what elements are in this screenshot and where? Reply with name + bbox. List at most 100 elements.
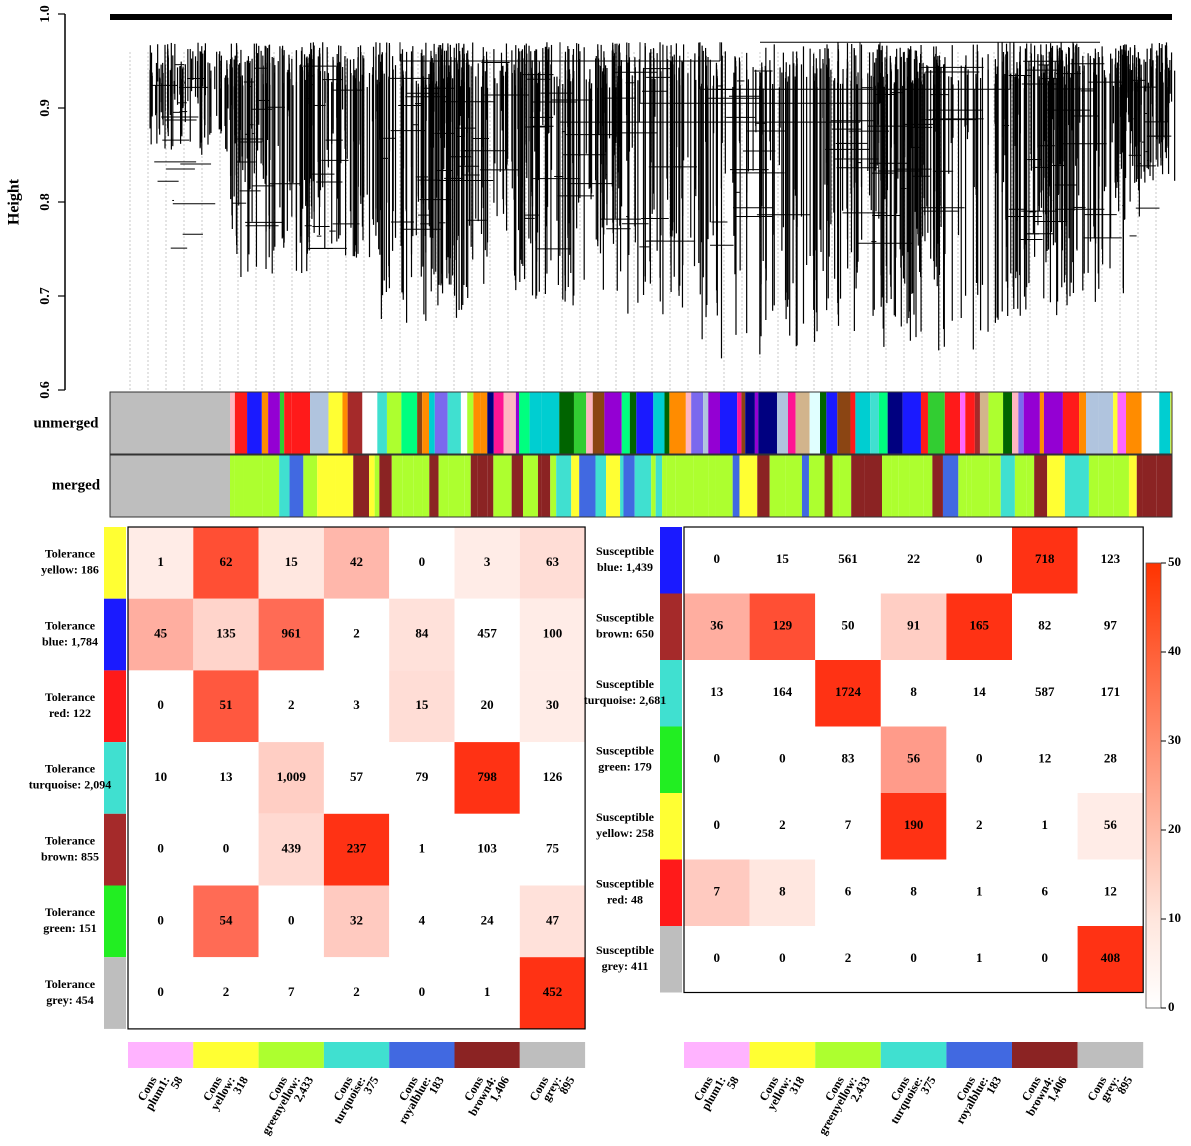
unmerged-bar-segment: [636, 392, 654, 454]
scale-tick-label: 10: [1168, 910, 1181, 925]
left_table-cell: [519, 598, 586, 671]
merged-bar-segment: [606, 455, 621, 517]
merged-bar-segment: [279, 455, 290, 517]
left_table-cell: [389, 742, 455, 814]
unmerged-bar-segment: [708, 392, 720, 454]
merged-bar-segment: [493, 455, 512, 517]
left_table-cell-value: 42: [350, 554, 363, 569]
left_table-cell-value: 3: [353, 697, 360, 712]
y-tick-label: 0.7: [38, 287, 53, 305]
left_table-cell-value: 2: [353, 626, 360, 641]
right-column-label: 895: [1114, 1074, 1135, 1097]
unmerged-bar-segment: [754, 392, 759, 454]
scale-tick-label: 20: [1168, 821, 1181, 836]
right_table-row-color-swatch: [660, 726, 682, 793]
unmerged-bar-segment: [944, 392, 961, 454]
left_table-row-color-swatch: [104, 885, 126, 958]
unmerged-bar-segment: [669, 392, 686, 454]
right_table-row-color-swatch: [660, 660, 682, 727]
left_table-cell: [323, 527, 390, 599]
right_table-cell: [946, 593, 1012, 660]
left_table-row-label-line2: red: 122: [49, 706, 91, 720]
left_table-cell-value: 45: [154, 626, 168, 641]
left-column-swatch: [389, 1042, 455, 1068]
left_table-cell: [519, 670, 586, 743]
left_table-cell-value: 30: [546, 697, 559, 712]
right_table-cell-value: 8: [779, 884, 786, 899]
unmerged-bar-segment: [503, 392, 516, 454]
merged-bar-segment: [448, 455, 465, 517]
merged-bar-segment: [429, 455, 439, 517]
left_table-cell-value: 13: [219, 769, 233, 784]
left_table-cell-value: 51: [219, 697, 232, 712]
merged-bar-segment: [832, 455, 840, 517]
left_table-cell-value: 2: [288, 697, 295, 712]
left_table-cell: [454, 885, 520, 958]
merged-bar-segment: [303, 455, 318, 517]
merged-bar-segment: [651, 455, 656, 517]
unmerged-bar-segment: [837, 392, 851, 454]
merged-bar-segment: [1047, 455, 1065, 517]
left_table-cell: [258, 670, 324, 743]
left_table-row-label-line2: yellow: 186: [41, 563, 99, 577]
merged-bar-segment: [824, 455, 833, 517]
merged-bar-segment: [556, 455, 572, 517]
unmerged-bar-segment: [467, 392, 474, 454]
right_table-cell-value: 0: [714, 950, 721, 965]
left_table-cell-value: 439: [282, 841, 302, 856]
right_table-cell-value: 7: [714, 884, 721, 899]
left_table-cell: [454, 957, 520, 1029]
right_table-cell-value: 56: [907, 751, 921, 766]
unmerged-bar-segment: [745, 392, 755, 454]
merged-bar-segment: [620, 455, 624, 517]
scale-tick-label: 0: [1168, 999, 1175, 1014]
merged-bar-segment: [522, 455, 538, 517]
left_table-cell-value: 237: [347, 841, 367, 856]
unmerged-bar-segment: [653, 392, 665, 454]
right_table-cell: [946, 793, 1012, 860]
right_table-cell: [1012, 726, 1078, 793]
scale-tick-label: 50: [1168, 554, 1181, 569]
left_table-cell-value: 103: [477, 841, 497, 856]
merged-bar-segment: [550, 455, 557, 517]
unmerged-label: unmerged: [34, 415, 100, 431]
right_table-cell: [946, 527, 1012, 594]
right_table-cell-value: 0: [976, 551, 983, 566]
right_table-cell-value: 164: [773, 684, 793, 699]
merged-bar-segment: [402, 455, 414, 517]
right_table-cell: [815, 527, 881, 594]
merged-bar-segment: [369, 455, 375, 517]
left_table-cell: [519, 957, 586, 1029]
merged-bar-segment: [801, 455, 809, 517]
dendrogram-root: [110, 14, 1172, 20]
unmerged-bar-segment: [850, 392, 856, 454]
unmerged-bar-segment: [592, 392, 605, 454]
right_table-cell: [1077, 859, 1144, 926]
left_table-cell: [454, 813, 520, 886]
merged-bar-segment: [942, 455, 959, 517]
left_table-cell-value: 54: [219, 912, 233, 927]
right_table-row-label-line2: blue: 1,439: [597, 560, 653, 574]
unmerged-bar-segment: [460, 392, 468, 454]
left_table-cell: [193, 885, 259, 958]
left_table-cell: [389, 527, 455, 599]
left_table-cell-value: 57: [350, 769, 364, 784]
merged-bar-segment: [839, 455, 852, 517]
right-column-swatch: [946, 1042, 1012, 1068]
unmerged-bar-segment: [855, 392, 871, 454]
dendrogram: [64, 14, 1176, 390]
right_table-cell: [684, 926, 750, 993]
unmerged-bar-segment: [487, 392, 494, 454]
module-color-bars: unmerged merged: [34, 391, 1173, 518]
right_table-cell: [1077, 793, 1144, 860]
left_table-row-color-swatch: [104, 957, 126, 1029]
unmerged-bar-segment: [691, 392, 704, 454]
right_table-cell-value: 718: [1035, 551, 1055, 566]
left_table-cell-value: 3: [484, 554, 491, 569]
left_table-cell: [519, 813, 586, 886]
right_table-cell: [749, 660, 816, 727]
right_table-cell: [749, 859, 816, 926]
right_table-cell: [1077, 527, 1144, 594]
